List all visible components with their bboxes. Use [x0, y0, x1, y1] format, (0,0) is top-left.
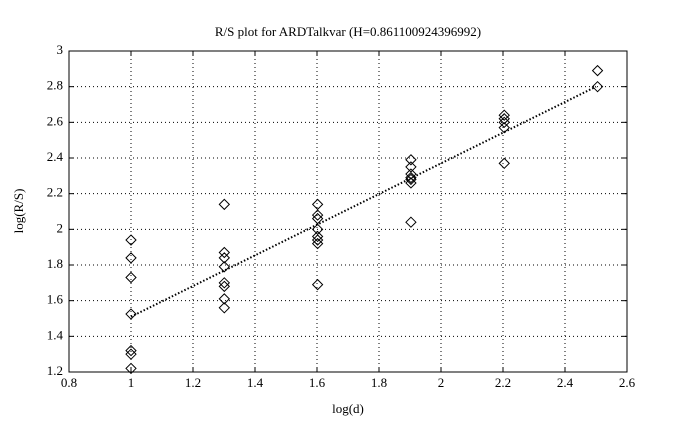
- point: [498, 113, 510, 125]
- point: [218, 261, 231, 273]
- y-tick-label: 2.8: [47, 78, 63, 93]
- point: [311, 237, 324, 250]
- point: [498, 121, 510, 134]
- y-tick-label: 2.6: [47, 113, 64, 128]
- x-tick-label: 1.6: [309, 375, 326, 390]
- point: [218, 252, 231, 264]
- x-tick-label: 1.4: [247, 375, 264, 390]
- point: [218, 246, 231, 259]
- y-tick-label: 2: [57, 220, 64, 235]
- x-tick-label: 1: [128, 375, 135, 390]
- point: [311, 234, 324, 246]
- y-tick-label: 2.2: [47, 185, 63, 200]
- x-axis-label: log(d): [332, 401, 364, 416]
- point: [405, 216, 417, 228]
- point: [125, 308, 137, 320]
- point: [218, 293, 231, 305]
- point: [405, 177, 417, 189]
- y-tick-label: 3: [57, 42, 64, 57]
- point: [591, 64, 604, 77]
- y-tick-label: 1.8: [47, 256, 63, 271]
- point: [218, 280, 231, 293]
- point: [311, 209, 324, 221]
- point: [218, 198, 231, 211]
- point: [591, 80, 604, 93]
- point: [218, 302, 231, 314]
- point: [498, 157, 510, 170]
- point: [405, 154, 417, 166]
- fit-line: [130, 85, 597, 318]
- x-tick-label: 0.8: [61, 375, 77, 390]
- point: [498, 116, 510, 129]
- point: [125, 362, 137, 375]
- point: [311, 278, 324, 291]
- chart-title: R/S plot for ARDTalkvar (H=0.86110092439…: [215, 24, 481, 39]
- y-tick-label: 1.6: [47, 292, 64, 307]
- point: [498, 109, 510, 121]
- point: [218, 277, 231, 289]
- x-tick-label: 2.6: [619, 375, 636, 390]
- y-tick-label: 2.4: [47, 149, 64, 164]
- y-axis-label: log(R/S): [11, 189, 26, 234]
- point: [125, 344, 137, 357]
- x-tick-label: 2: [438, 375, 445, 390]
- point: [125, 348, 137, 360]
- x-tick-label: 1.8: [371, 375, 387, 390]
- point: [125, 234, 137, 246]
- y-tick-label: 1.2: [47, 363, 63, 378]
- y-tick-label: 1.4: [47, 327, 64, 342]
- x-tick-label: 1.2: [185, 375, 201, 390]
- x-tick-label: 2.2: [495, 375, 511, 390]
- point: [125, 252, 137, 264]
- x-tick-label: 2.4: [557, 375, 574, 390]
- point: [405, 173, 417, 186]
- point: [125, 271, 137, 284]
- plot-frame: [68, 50, 628, 373]
- point: [311, 230, 324, 243]
